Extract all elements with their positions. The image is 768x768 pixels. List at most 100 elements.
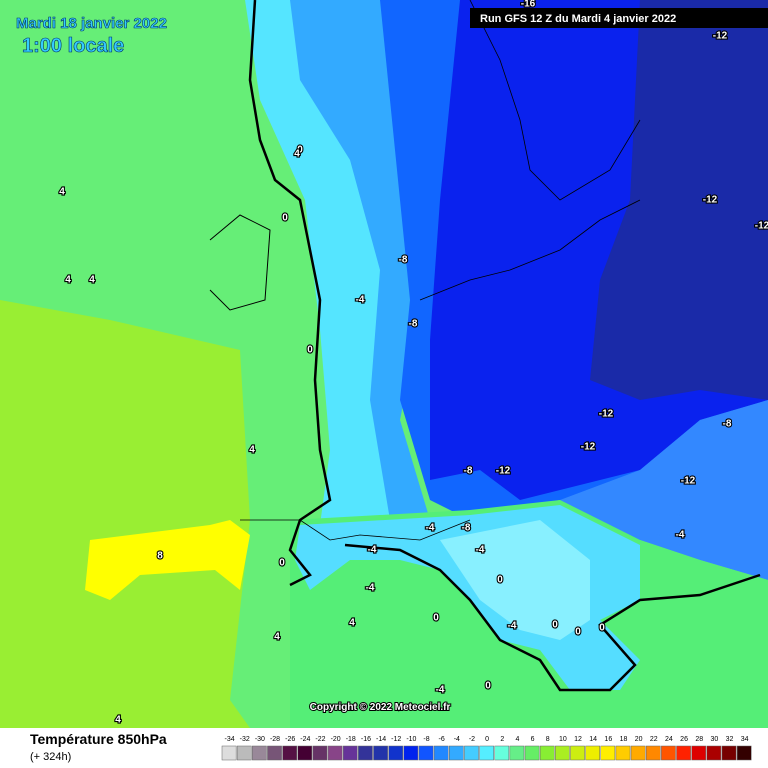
coastline	[209, 214, 271, 311]
legend-swatch	[433, 745, 449, 761]
legend-label: 24	[665, 736, 673, 743]
contour-label: 0	[497, 575, 503, 586]
contour-label: -12	[496, 466, 511, 477]
legend-label: -32	[240, 736, 250, 743]
contour-label: 0	[575, 627, 581, 638]
contour-label: -8	[464, 466, 473, 477]
legend-swatch	[691, 745, 707, 761]
contour-label: -4	[366, 583, 375, 594]
legend-swatch	[236, 745, 252, 761]
legend-label: 26	[680, 736, 688, 743]
run-info: Run GFS 12 Z du Mardi 4 janvier 2022	[480, 13, 676, 25]
legend-swatch	[221, 745, 237, 761]
legend-label: -10	[406, 736, 416, 743]
legend-label: 2	[500, 736, 504, 743]
contour-label: -4	[676, 530, 685, 541]
warm-zone	[0, 300, 250, 728]
contour-label: -16	[521, 0, 536, 10]
contour-label: 0	[279, 558, 285, 569]
legend-label: -18	[346, 736, 356, 743]
contour-label: 4	[249, 445, 255, 456]
legend-label: 16	[604, 736, 612, 743]
contour-label: -4	[508, 621, 517, 632]
legend-swatch	[449, 745, 464, 761]
contour-label: 0	[307, 345, 313, 356]
footer-title: Température 850hPa	[30, 731, 167, 747]
contour-label: 0	[282, 213, 288, 224]
warm-core	[85, 520, 250, 600]
contour-label: 0	[433, 613, 439, 624]
contour-label: 4	[349, 618, 355, 629]
legend-swatch	[312, 745, 328, 761]
run-box	[470, 8, 768, 28]
contour-label: -8	[723, 419, 732, 430]
contour-label: 4	[89, 275, 95, 286]
contour-label: -12	[681, 476, 696, 487]
legend-swatch	[509, 745, 525, 761]
copyright: Copyright © 2022 Meteociel.fr	[310, 702, 451, 713]
coastline	[419, 199, 641, 301]
legend-label: -2	[469, 736, 475, 743]
map-date: Mardi 18 janvier 2022	[16, 15, 167, 32]
legend-label: -14	[376, 736, 386, 743]
legend-swatch	[327, 745, 343, 761]
contour-label: -4	[436, 685, 445, 696]
contour-label: 4	[294, 149, 300, 160]
legend-label: 28	[695, 736, 703, 743]
legend-swatch	[630, 745, 646, 761]
legend-swatch	[570, 745, 585, 761]
legend-label: -24	[300, 736, 310, 743]
legend-swatch	[297, 745, 313, 761]
legend-label: -12	[391, 736, 401, 743]
legend-swatch	[524, 745, 540, 761]
coastline	[240, 519, 471, 541]
legend-label: 18	[620, 736, 628, 743]
legend-label: -26	[285, 736, 295, 743]
legend-swatch	[585, 745, 600, 761]
contour-label: -4	[368, 545, 377, 556]
legend-label: 6	[531, 736, 535, 743]
legend-label: 0	[485, 736, 489, 743]
contour-label: 0	[485, 681, 491, 692]
legend-label: 30	[710, 736, 718, 743]
legend-swatch	[388, 745, 404, 761]
contour-label: 4	[274, 632, 280, 643]
legend-label: 14	[589, 736, 597, 743]
legend-label: -28	[270, 736, 280, 743]
legend-swatch	[403, 745, 419, 761]
legend-swatch	[645, 745, 661, 761]
legend-swatch	[342, 745, 358, 761]
coldest-zone	[590, 0, 768, 400]
contour-label: -12	[713, 31, 728, 42]
legend-swatch	[676, 745, 691, 761]
legend-label: -34	[225, 736, 235, 743]
legend-label: -6	[439, 736, 445, 743]
contour-label: -12	[599, 409, 614, 420]
legend-swatch	[464, 745, 479, 761]
legend-label: -8	[423, 736, 429, 743]
contour-label: 0	[552, 620, 558, 631]
legend-swatch	[494, 745, 510, 761]
legend-label: 20	[635, 736, 643, 743]
legend-label: 34	[741, 736, 749, 743]
contour-label: -8	[409, 319, 418, 330]
mediterranean-core	[440, 520, 590, 640]
contour-label: -8	[399, 255, 408, 266]
legend-swatch	[706, 745, 722, 761]
legend-swatch	[555, 745, 570, 761]
contour-label: 0	[297, 145, 303, 156]
contour-label: 4	[115, 715, 121, 726]
coastline	[469, 0, 641, 201]
contour-label: -4	[426, 523, 435, 534]
legend-label: 4	[515, 736, 519, 743]
contour-label: -4	[476, 545, 485, 556]
legend-label: -20	[331, 736, 341, 743]
east-zone	[560, 400, 768, 580]
legend-swatch	[615, 745, 631, 761]
legend-label: 12	[574, 736, 582, 743]
legend-label: 22	[650, 736, 658, 743]
legend-swatch	[418, 745, 434, 761]
footer-lead: (+ 324h)	[30, 751, 71, 763]
